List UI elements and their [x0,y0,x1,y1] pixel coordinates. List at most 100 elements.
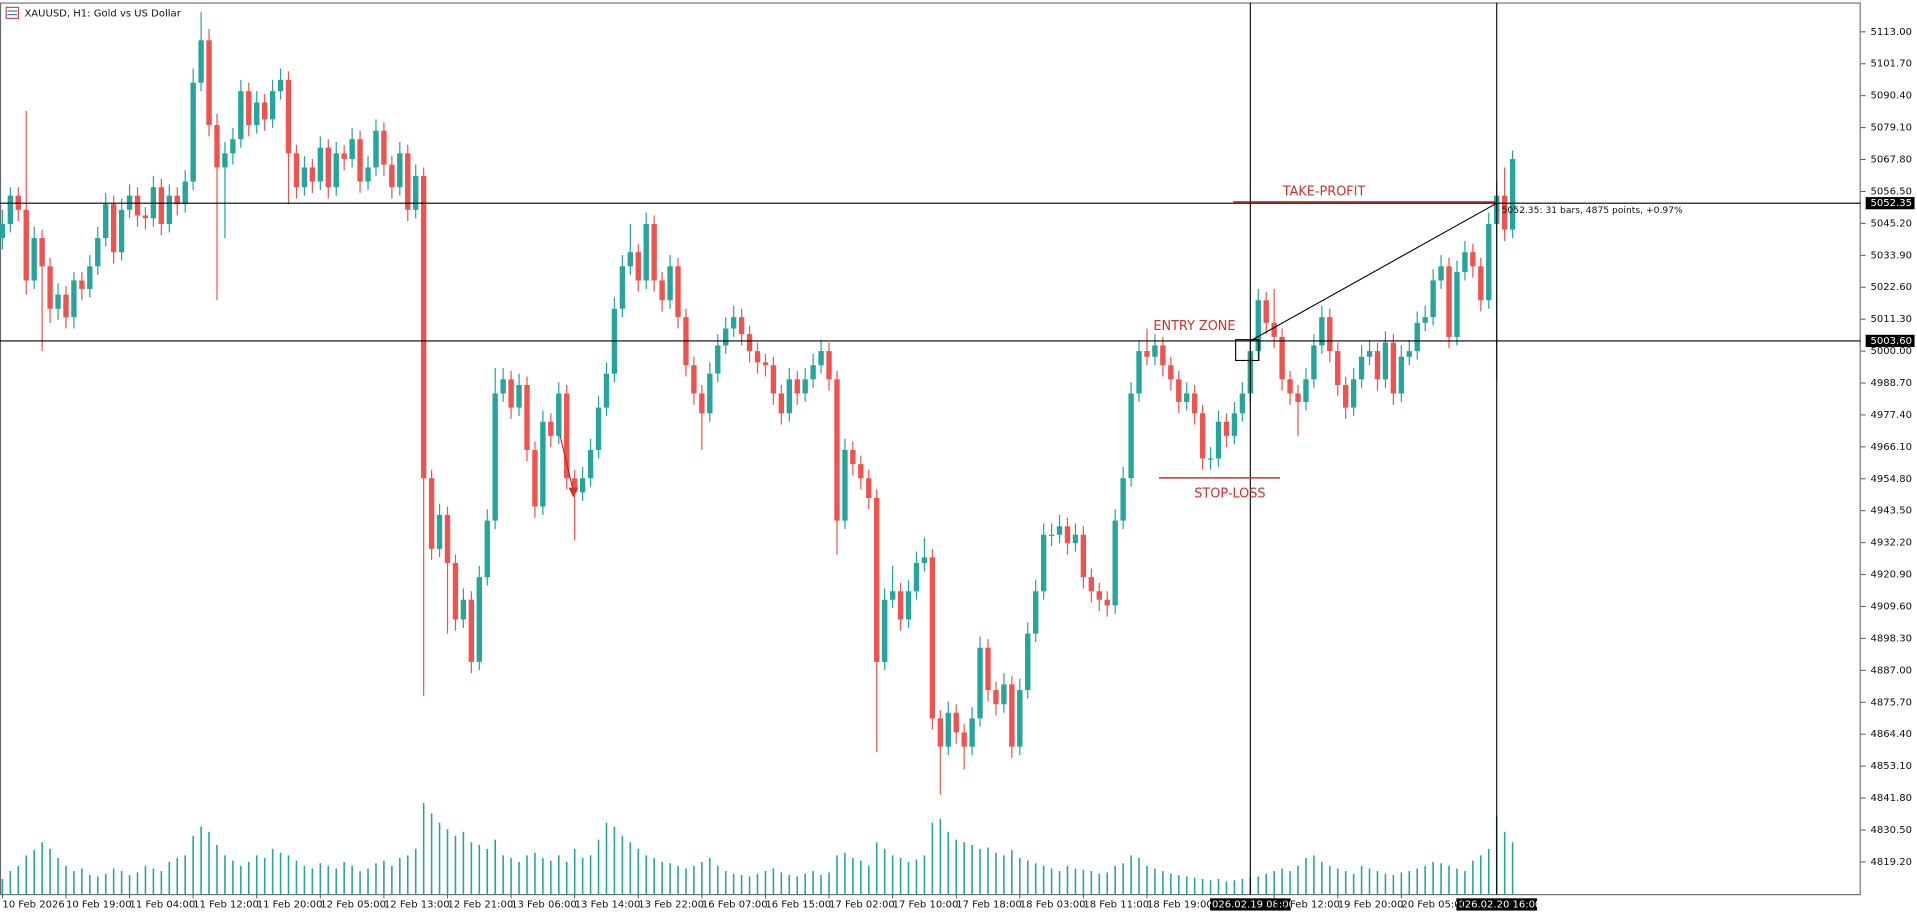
candle-body [23,209,29,281]
candle-body [929,557,936,719]
candle-body [1398,356,1405,394]
candle-body [508,379,514,408]
y-tick-label: 5000.00 [1871,346,1912,357]
price-level-label: 5052.35 [1871,198,1912,209]
candle-body [985,647,991,691]
candle-body [969,718,975,747]
candle-body [1223,421,1230,436]
candle-body [142,215,149,219]
candle-body [818,351,824,366]
candle-body [381,130,387,165]
candle-body [349,139,355,159]
candle-body [1414,322,1420,352]
candle-body [1390,342,1397,394]
candle-body [1088,577,1095,592]
candle-body [222,153,228,168]
measure-label: 5052.35: 31 bars, 4875 points, +0.97% [1502,205,1683,216]
candle-body [1168,365,1174,380]
candle-body [47,266,53,309]
candle-body [1319,317,1325,346]
y-tick-label: 4841.80 [1871,793,1912,804]
volume-layer [1,803,1514,895]
candle-body [627,252,634,267]
candle-body [71,280,77,318]
candle-body [866,478,872,498]
x-tick-label: 13 Feb 22:00 [638,899,704,910]
candle-body [1096,591,1102,600]
candle-body [420,175,427,479]
price-level-tag [1865,197,1915,210]
candle-body [1001,684,1007,705]
x-tick-label: 19 Feb 20:00 [1338,899,1404,910]
candle-body [723,328,729,346]
y-tick-label: 5056.50 [1871,186,1912,197]
candle-body [166,195,172,224]
candle-body [826,351,832,380]
candle-body [484,520,490,578]
candle-body [842,449,848,521]
entry-zone-label: ENTRY ZONE [1153,319,1235,334]
candle-body [444,514,451,563]
candle-body [754,351,761,363]
y-tick-label: 4932.20 [1871,538,1912,549]
candle-body [277,79,284,92]
candle-body [1112,520,1118,606]
candle-body [325,147,331,188]
candle-body [1478,266,1484,301]
candle-body [1199,413,1206,459]
x-tick-label: 13 Feb 06:00 [511,899,577,910]
candle-body [7,195,14,224]
candle-body [1231,413,1238,436]
candle-body [269,91,276,120]
entry-zone-box [1235,339,1260,362]
candle-body [158,187,165,224]
y-tick-label: 5113.00 [1871,27,1912,38]
y-tick-label: 4887.00 [1871,665,1912,676]
candle-body [1462,252,1468,272]
price-level-label: 5003.60 [1871,336,1912,347]
candle-body [182,181,188,205]
x-tick-label: 19 Feb 12:00 [1274,899,1340,910]
candle-body [1350,379,1357,408]
candle-body [1446,266,1452,337]
candle-body [1120,478,1126,521]
candle-body [1040,534,1047,592]
candle-body [1366,351,1373,357]
y-tick-label: 5101.70 [1871,59,1912,70]
candle-body [0,223,6,239]
stop-loss-label: STOP-LOSS [1194,486,1265,501]
candle-body [1144,351,1150,357]
candle-body [413,175,419,210]
candle-body [230,139,236,154]
candle-body [1501,195,1508,230]
y-tick-label: 4830.50 [1871,825,1912,836]
candle-body [293,153,300,188]
candle-body [357,139,363,182]
candle-body [874,497,880,662]
candle-body [261,102,268,120]
x-tick-label: 11 Feb 20:00 [257,899,323,910]
candle-body [1486,223,1492,301]
x-tick-label: 17 Feb 02:00 [829,899,895,910]
candle-body [746,334,753,352]
plot-frame [0,2,1861,896]
candle-body [373,130,379,168]
candle-body [1025,633,1031,691]
candle-body [1104,599,1110,606]
candle-body [1184,393,1190,402]
candle-body [1303,379,1309,402]
y-tick-label: 4909.60 [1871,601,1912,612]
measure-line [1250,202,1497,342]
candle-body [516,384,522,408]
candle-body [1176,379,1182,402]
y-tick-label: 5067.80 [1871,155,1912,166]
y-tick-label: 4988.70 [1871,378,1912,389]
candle-body [1279,336,1285,380]
candle-body [699,393,705,414]
candle-body [1335,351,1341,385]
x-tick-label: 16 Feb 15:00 [765,899,831,910]
candle-body [921,557,928,563]
candle-body [524,384,530,450]
candle-body [405,153,411,210]
candle-body [103,204,109,239]
